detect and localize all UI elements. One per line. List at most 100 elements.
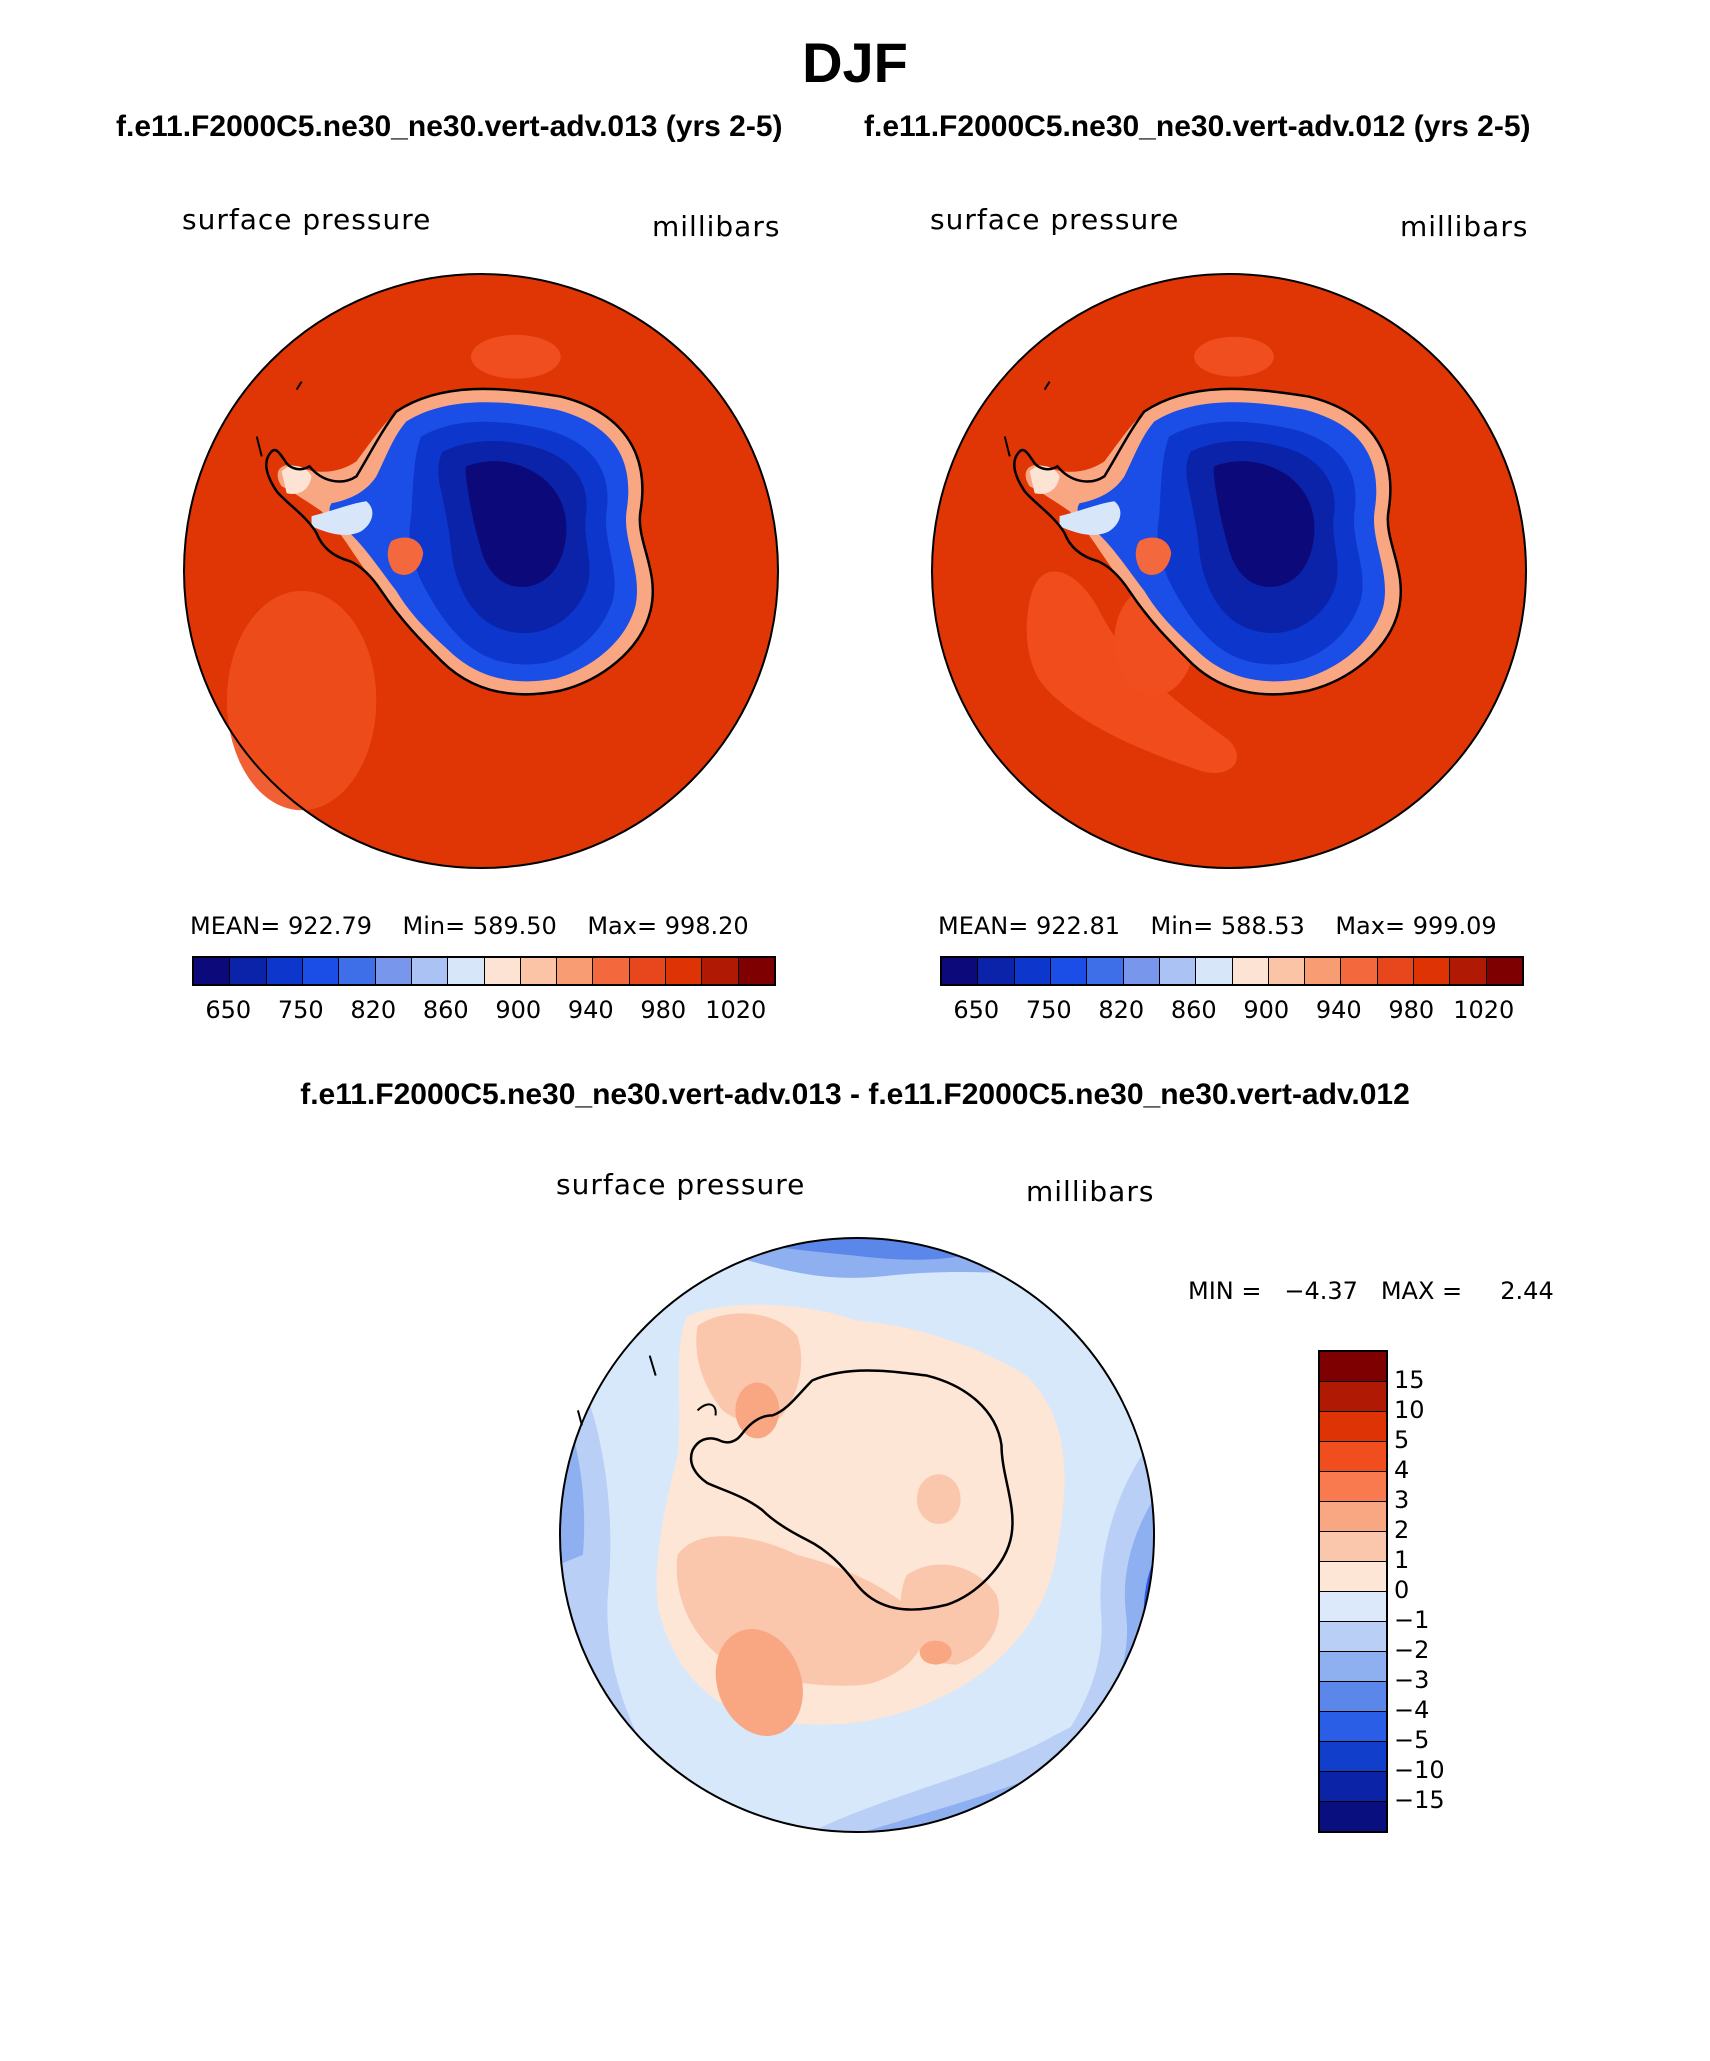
left-colorbar-swatch — [411, 958, 449, 984]
diff-colorbar-swatch — [1320, 1472, 1386, 1502]
left-min-label: Min= — [402, 912, 466, 940]
right-colorbar-swatch — [1050, 958, 1088, 984]
left-units-label: millibars — [652, 210, 781, 243]
left-colorbar-swatch — [302, 958, 340, 984]
right-colorbar-swatch — [1450, 958, 1487, 984]
diff-colorbar-tick-label: −3 — [1394, 1666, 1430, 1694]
left-colorbar-swatch — [375, 958, 412, 984]
diff-colorbar-swatch — [1320, 1592, 1386, 1622]
right-colorbar-tick-label: 860 — [1170, 996, 1217, 1024]
left-colorbar-tick-label: 820 — [350, 996, 397, 1024]
diff-colorbar-tick-label: 1 — [1394, 1546, 1410, 1574]
right-colorbar-swatch — [1305, 958, 1342, 984]
right-colorbar-swatch — [1196, 958, 1233, 984]
diff-min-value: −4.37 — [1284, 1277, 1358, 1305]
diff-colorbar-swatch — [1320, 1442, 1386, 1472]
right-colorbar-swatch — [1377, 958, 1415, 984]
left-colorbar-tick-label: 900 — [495, 996, 542, 1024]
diff-units-label: millibars — [1026, 1175, 1155, 1208]
right-max-value: 999.09 — [1412, 912, 1497, 940]
right-colorbar-swatch — [1232, 958, 1269, 984]
right-colorbar-tick-label: 940 — [1315, 996, 1362, 1024]
diff-colorbar-tick-label: −4 — [1394, 1696, 1430, 1724]
left-colorbar-tick-label: 940 — [567, 996, 614, 1024]
diff-colorbar-tick-label: 4 — [1394, 1456, 1410, 1484]
diff-colorbar-tick-label: 5 — [1394, 1426, 1410, 1454]
diff-colorbar-swatch — [1320, 1772, 1386, 1802]
diff-colorbar-swatch — [1320, 1742, 1386, 1772]
right-min-value: 588.53 — [1220, 912, 1305, 940]
diff-colorbar-tick-label: −15 — [1394, 1786, 1445, 1814]
diff-max-label: MAX = — [1380, 1277, 1463, 1305]
diff-title: f.e11.F2000C5.ne30_ne30.vert-adv.013 - f… — [300, 1078, 1410, 1111]
subtitle-left: f.e11.F2000C5.ne30_ne30.vert-adv.013 (yr… — [116, 110, 783, 143]
right-colorbar-tick-label: 900 — [1243, 996, 1290, 1024]
diff-min-label: MIN = — [1188, 1277, 1262, 1305]
diff-colorbar-tick-label: 15 — [1394, 1366, 1425, 1394]
right-colorbar-tick-label: 650 — [953, 996, 1000, 1024]
right-colorbar-swatch — [1123, 958, 1160, 984]
diff-colorbar-swatch — [1320, 1562, 1386, 1592]
right-units-label: millibars — [1400, 210, 1529, 243]
right-mean-label: MEAN= — [938, 912, 1029, 940]
diff-stats: MIN = −4.37 MAX = 2.44 — [1188, 1277, 1554, 1305]
left-colorbar-swatch — [448, 958, 485, 984]
left-colorbar-tick-label: 860 — [422, 996, 469, 1024]
left-max-value: 998.20 — [664, 912, 749, 940]
diff-colorbar-swatch — [1320, 1652, 1386, 1682]
right-variable-label: surface pressure — [930, 203, 1180, 236]
right-map — [930, 272, 1528, 870]
diff-colorbar-tick-label: −5 — [1394, 1726, 1430, 1754]
left-mean-value: 922.79 — [288, 912, 372, 940]
diff-colorbar-tick-label: 0 — [1394, 1576, 1410, 1604]
diff-map — [558, 1236, 1156, 1834]
diff-colorbar — [1318, 1350, 1388, 1833]
left-variable-label: surface pressure — [182, 203, 432, 236]
right-colorbar-swatch — [1414, 958, 1451, 984]
diff-colorbar-tick-label: 10 — [1394, 1396, 1425, 1424]
left-colorbar-swatch — [230, 958, 267, 984]
right-min-label: Min= — [1150, 912, 1214, 940]
diff-colorbar-swatch — [1320, 1622, 1386, 1652]
right-colorbar — [940, 956, 1524, 986]
left-stats: MEAN= 922.79 Min= 589.50 Max= 998.20 — [190, 912, 749, 940]
right-colorbar-swatch — [978, 958, 1015, 984]
right-colorbar-swatch — [1159, 958, 1197, 984]
left-colorbar-swatch — [266, 958, 303, 984]
right-colorbar-swatch — [1268, 958, 1306, 984]
left-colorbar-ticks: 650 750 820 860 900 940 980 1020 — [192, 996, 776, 1026]
diff-colorbar-swatch — [1320, 1682, 1386, 1712]
left-colorbar-tick-label: 1020 — [705, 996, 767, 1024]
left-colorbar-swatch — [484, 958, 521, 984]
right-stats: MEAN= 922.81 Min= 588.53 Max= 999.09 — [938, 912, 1497, 940]
left-max-label: Max= — [587, 912, 658, 940]
left-mean-label: MEAN= — [190, 912, 281, 940]
diff-variable-label: surface pressure — [556, 1168, 806, 1201]
left-colorbar-swatch — [666, 958, 703, 984]
left-colorbar-tick-label: 750 — [277, 996, 324, 1024]
right-max-label: Max= — [1335, 912, 1406, 940]
diff-colorbar-swatch — [1320, 1412, 1386, 1442]
diff-colorbar-swatch — [1320, 1532, 1386, 1562]
left-colorbar-swatch — [593, 958, 630, 984]
left-colorbar — [192, 956, 776, 986]
left-colorbar-swatch — [629, 958, 667, 984]
diff-colorbar-swatch — [1320, 1802, 1386, 1831]
right-colorbar-tick-label: 820 — [1098, 996, 1145, 1024]
subtitle-right: f.e11.F2000C5.ne30_ne30.vert-adv.012 (yr… — [864, 110, 1531, 143]
left-colorbar-swatch — [339, 958, 376, 984]
right-colorbar-swatch — [1486, 958, 1522, 984]
right-mean-value: 922.81 — [1036, 912, 1120, 940]
right-colorbar-ticks: 650 750 820 860 900 940 980 1020 — [940, 996, 1524, 1026]
right-colorbar-tick-label: 750 — [1025, 996, 1072, 1024]
diff-colorbar-tick-label: −10 — [1394, 1756, 1445, 1784]
diff-colorbar-tick-label: −1 — [1394, 1606, 1430, 1634]
right-colorbar-tick-label: 1020 — [1453, 996, 1515, 1024]
left-colorbar-swatch — [520, 958, 558, 984]
diff-colorbar-tick-label: −2 — [1394, 1636, 1430, 1664]
right-colorbar-swatch — [1341, 958, 1378, 984]
right-colorbar-swatch — [1087, 958, 1124, 984]
right-colorbar-swatch — [1014, 958, 1051, 984]
diff-colorbar-swatch — [1320, 1352, 1386, 1382]
right-colorbar-swatch — [942, 958, 979, 984]
